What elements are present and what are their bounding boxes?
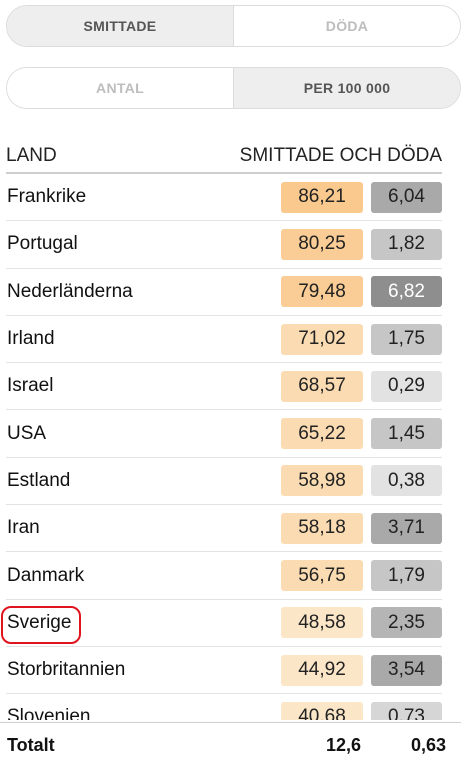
country-name: Nederländerna (7, 280, 133, 302)
toggle-doda[interactable]: DÖDA (233, 6, 460, 46)
country-name: Iran (7, 517, 40, 539)
deaths-value: 0,29 (371, 370, 442, 402)
toggle-per-100000[interactable]: PER 100 000 (233, 68, 460, 108)
infected-value: 68,57 (281, 370, 363, 402)
infected-value: 40,68 (281, 701, 363, 720)
deaths-value: 3,54 (371, 654, 442, 686)
deaths-value: 1,45 (371, 418, 442, 450)
table-row[interactable]: Danmark 56,75 1,79 (6, 552, 442, 600)
table-row[interactable]: Storbritannien 44,92 3,54 (6, 647, 442, 695)
table-row[interactable]: Israel 68,57 0,29 (6, 363, 442, 411)
infected-value: 65,22 (281, 418, 363, 450)
deaths-value: 1,75 (371, 323, 442, 355)
table-row[interactable]: Estland 58,98 0,38 (6, 458, 442, 506)
highlight-circle (1, 606, 81, 644)
country-name: Danmark (7, 564, 85, 586)
deaths-value: 0,38 (371, 465, 442, 497)
total-row: Totalt 12,6 0,63 (0, 722, 461, 767)
toggle-antal[interactable]: ANTAL (7, 68, 233, 108)
infected-value: 58,18 (281, 512, 363, 544)
total-deaths: 0,63 (410, 734, 446, 755)
infected-value: 86,21 (281, 181, 363, 213)
table-row[interactable]: Frankrike 86,21 6,04 (6, 174, 442, 222)
table-row[interactable]: Irland 71,02 1,75 (6, 316, 442, 364)
column-header-country[interactable]: LAND (6, 145, 57, 166)
deaths-value: 6,82 (371, 276, 442, 308)
infected-value: 56,75 (281, 560, 363, 592)
infected-value: 44,92 (281, 654, 363, 686)
table-row[interactable]: Sverige 48,58 2,35 (6, 600, 442, 647)
country-name: Estland (7, 469, 71, 491)
deaths-value: 3,71 (371, 512, 442, 544)
table-row[interactable]: Nederländerna 79,48 6,82 (6, 269, 442, 316)
infected-value: 58,98 (281, 465, 363, 497)
country-name: Sverige (7, 611, 72, 633)
total-label: Totalt (7, 734, 55, 755)
country-name: Israel (7, 375, 54, 397)
metric-toggle: SMITTADE DÖDA (6, 5, 461, 47)
deaths-value: 2,35 (371, 607, 442, 639)
country-table[interactable]: Frankrike 86,21 6,04 Portugal 80,25 1,82 Neder… (6, 174, 442, 720)
infected-value: 80,25 (281, 228, 363, 260)
toggle-smittade[interactable]: SMITTADE (7, 6, 233, 46)
total-infected: 12,6 (325, 734, 361, 755)
table-row[interactable]: USA 65,22 1,45 (6, 410, 442, 458)
infected-value: 48,58 (281, 607, 363, 639)
country-name: Storbritannien (7, 659, 126, 681)
table-row[interactable]: Slovenien 40,68 0,73 (6, 694, 442, 720)
infected-value: 79,48 (281, 276, 363, 308)
column-header-values[interactable]: SMITTADE OCH DÖDA (239, 145, 442, 166)
unit-toggle: ANTAL PER 100 000 (6, 67, 461, 109)
country-name: Frankrike (7, 186, 87, 208)
infected-value: 71,02 (281, 323, 363, 355)
deaths-value: 6,04 (371, 181, 442, 213)
country-name: Slovenien (7, 706, 91, 720)
deaths-value: 1,79 (371, 560, 442, 592)
table-row[interactable]: Portugal 80,25 1,82 (6, 221, 442, 269)
country-name: Portugal (7, 233, 78, 255)
deaths-value: 1,82 (371, 228, 442, 260)
country-name: USA (7, 422, 47, 444)
deaths-value: 0,73 (371, 701, 442, 720)
table-row[interactable]: Iran 58,18 3,71 (6, 505, 442, 553)
table-header: LAND SMITTADE OCH DÖDA (6, 140, 442, 174)
country-name: Irland (7, 328, 55, 350)
